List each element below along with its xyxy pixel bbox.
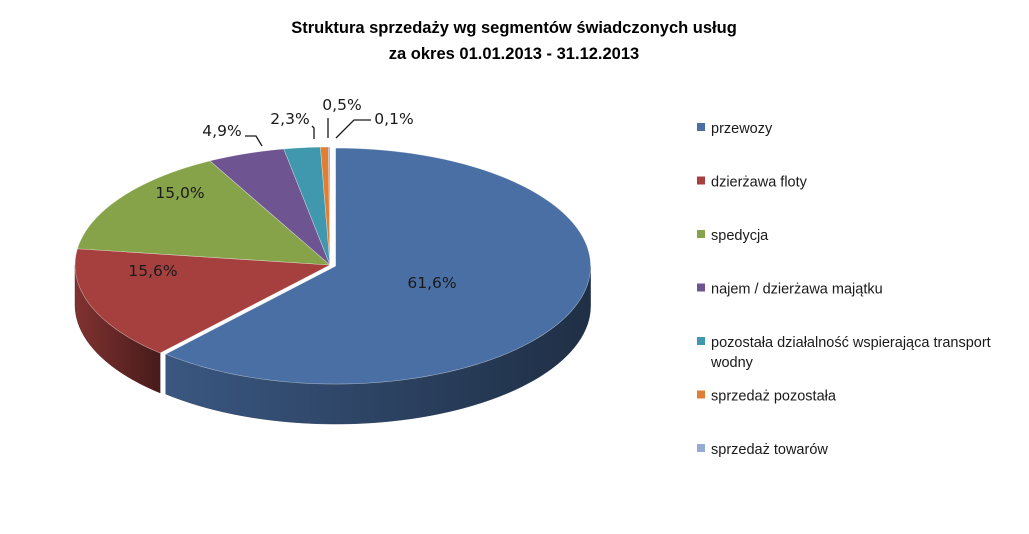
- leader-line-sprzedaz-towarow: [335, 119, 371, 139]
- chart-title-line-2: za okres 01.01.2013 - 31.12.2013: [389, 45, 639, 63]
- legend-label-sprzedaz-pozostala: sprzedaż pozostała: [711, 389, 837, 405]
- data-label-sprzedaz-towarow: 0,1%: [374, 110, 413, 128]
- legend-swatch-sprzedaz-pozostala: [697, 390, 705, 399]
- pie-slice-pozostala-dzialalnosc-wspierajaca-transport-wodny: [283, 146, 331, 266]
- data-label-pozostala-dzialalnosc-wspierajaca-transport-wodny: 2,3%: [270, 110, 309, 128]
- legend-swatch-dzierzawa-floty: [697, 176, 705, 185]
- legend-label-dzierzawa-floty: dzierżawa floty: [711, 175, 808, 191]
- pie-slice-sprzedaz-towarow: [328, 146, 331, 266]
- pie-slice-najem-dzierzawa-majatku: [209, 148, 331, 266]
- pie-top-faces: [74, 146, 591, 385]
- legend: przewozy dzierżawa floty spedycja najem / d…: [697, 121, 991, 458]
- data-label-spedycja: 15,0%: [155, 184, 204, 202]
- legend-label-sprzedaz-towarow: sprzedaż towarów: [711, 442, 828, 458]
- legend-swatch-pozostala-dzialalnosc-wspierajaca-transport-wodny: [697, 337, 705, 345]
- pie-slice-dzierzawa-floty: [74, 248, 332, 354]
- data-label-sprzedaz-pozostala: 0,5%: [322, 96, 361, 114]
- data-label-najem-dzierzawa-majatku: 4,9%: [202, 122, 241, 140]
- chart-title: Struktura sprzedaży wg segmentów świadcz…: [291, 19, 737, 63]
- leader-line-najem-dzierzawa-majatku: [245, 135, 263, 147]
- leader-line-pozostala-dzialalnosc-wspierajaca-transport-wodny: [311, 125, 315, 139]
- data-label-dzierzawa-floty: 15,6%: [128, 262, 177, 280]
- pie-slice-sprzedaz-pozostala: [320, 146, 331, 266]
- legend-label-spedycja: spedycja: [711, 228, 769, 244]
- data-label-przewozy: 61,6%: [407, 274, 456, 292]
- leader-lines: [245, 118, 371, 147]
- chart-title-line-1: Struktura sprzedaży wg segmentów świadcz…: [291, 19, 737, 37]
- legend-label-przewozy: przewozy: [711, 121, 773, 137]
- legend-label-pozostala-dzialalnosc-wspierajaca-transport-wodny: pozostała działalność wspierająca transp…: [710, 335, 991, 371]
- data-labels: 61,6% 15,6% 15,0% 4,9% 2,3% 0,5% 0,1%: [128, 96, 456, 292]
- legend-swatch-najem-dzierzawa-majatku: [697, 283, 705, 292]
- legend-swatch-spedycja: [697, 230, 705, 238]
- legend-label-najem-dzierzawa-majatku: najem / dzierżawa majątku: [711, 282, 883, 298]
- legend-swatch-przewozy: [697, 123, 705, 131]
- pie-slice-przewozy: [165, 147, 591, 385]
- legend-swatch-sprzedaz-towarow: [697, 444, 705, 452]
- pie-slice-spedycja: [77, 160, 331, 266]
